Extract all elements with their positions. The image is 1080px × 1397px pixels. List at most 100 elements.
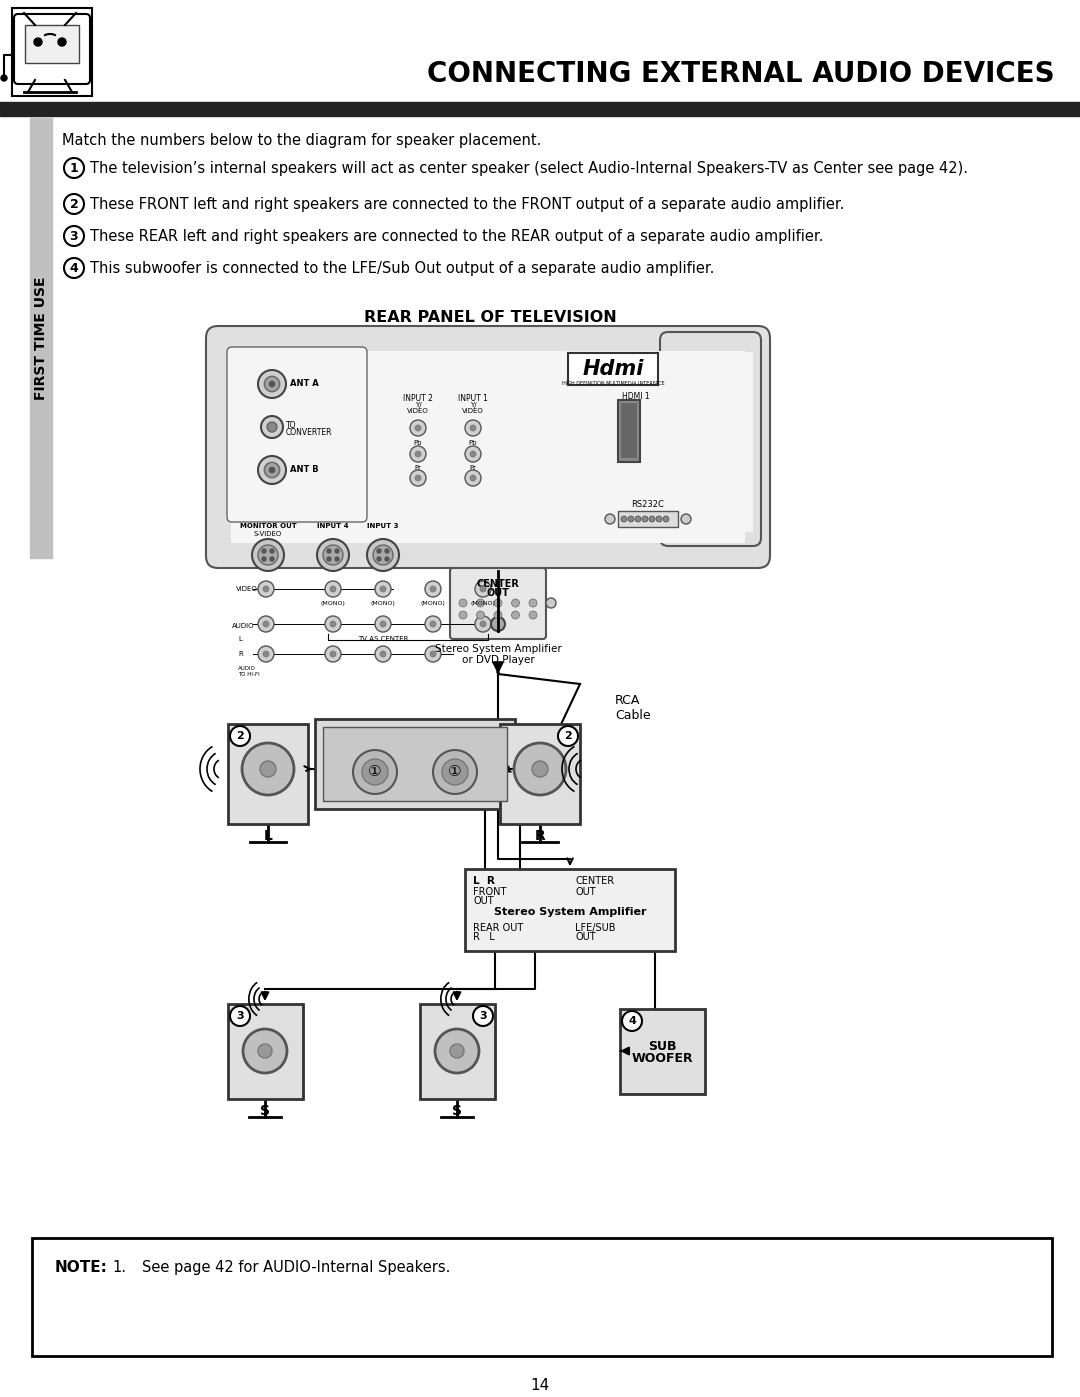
Circle shape	[433, 750, 477, 793]
Circle shape	[435, 1030, 480, 1073]
Text: 3: 3	[480, 1011, 487, 1021]
Circle shape	[325, 581, 341, 597]
Text: CENTER: CENTER	[476, 578, 519, 590]
Text: Pb: Pb	[469, 440, 477, 446]
Text: Hdmi: Hdmi	[582, 359, 644, 379]
Circle shape	[470, 451, 476, 457]
Circle shape	[430, 585, 436, 592]
Circle shape	[430, 651, 436, 657]
Bar	[465, 869, 675, 951]
Text: MONITOR OUT: MONITOR OUT	[240, 522, 296, 529]
Text: AUDIO: AUDIO	[232, 623, 255, 629]
Text: 2: 2	[237, 731, 244, 740]
Circle shape	[532, 761, 548, 777]
Bar	[621, 402, 637, 458]
Text: INPUT 1: INPUT 1	[458, 394, 488, 402]
Text: R: R	[238, 651, 243, 657]
Text: These REAR left and right speakers are connected to the REAR output of a separat: These REAR left and right speakers are c…	[90, 229, 823, 243]
Circle shape	[262, 651, 269, 657]
Text: Match the numbers below to the diagram for speaker placement.: Match the numbers below to the diagram f…	[62, 133, 541, 148]
Text: INPUT 4: INPUT 4	[318, 522, 349, 529]
FancyBboxPatch shape	[660, 332, 761, 546]
Text: REAR OUT: REAR OUT	[473, 923, 523, 933]
Circle shape	[262, 620, 269, 627]
Circle shape	[258, 455, 286, 483]
Circle shape	[258, 370, 286, 398]
Bar	[618, 511, 678, 527]
Circle shape	[33, 38, 42, 46]
Bar	[315, 719, 515, 809]
Circle shape	[377, 557, 381, 562]
Text: Stereo System Amplifier: Stereo System Amplifier	[434, 644, 562, 654]
Bar	[568, 353, 658, 386]
Circle shape	[373, 545, 393, 564]
Text: 3: 3	[70, 229, 79, 243]
Circle shape	[252, 539, 284, 571]
Circle shape	[380, 651, 386, 657]
Text: REAR PANEL OF TELEVISION: REAR PANEL OF TELEVISION	[364, 310, 617, 326]
Circle shape	[380, 585, 386, 592]
Circle shape	[58, 38, 66, 46]
Circle shape	[529, 599, 537, 608]
Bar	[670, 352, 753, 532]
Circle shape	[384, 557, 389, 562]
Circle shape	[265, 376, 280, 391]
Circle shape	[325, 645, 341, 662]
Circle shape	[270, 549, 274, 553]
Bar	[420, 1004, 495, 1099]
Text: See page 42 for AUDIO-Internal Speakers.: See page 42 for AUDIO-Internal Speakers.	[141, 1260, 450, 1275]
Circle shape	[605, 514, 615, 524]
Circle shape	[442, 759, 468, 785]
Bar	[228, 724, 308, 824]
Circle shape	[426, 616, 441, 631]
Circle shape	[494, 599, 502, 608]
Circle shape	[663, 515, 669, 522]
Circle shape	[327, 557, 330, 562]
Text: OUT: OUT	[575, 887, 596, 897]
Text: (MONO): (MONO)	[471, 601, 496, 606]
Text: (MONO): (MONO)	[321, 601, 346, 606]
Circle shape	[269, 381, 274, 387]
Text: L: L	[238, 636, 242, 643]
Text: INPUT 2: INPUT 2	[403, 394, 433, 402]
Text: 3: 3	[237, 1011, 244, 1021]
Circle shape	[465, 446, 481, 462]
Text: CONNECTING EXTERNAL AUDIO DEVICES: CONNECTING EXTERNAL AUDIO DEVICES	[428, 60, 1055, 88]
Circle shape	[642, 515, 648, 522]
Circle shape	[494, 610, 502, 619]
Circle shape	[262, 585, 269, 592]
Circle shape	[335, 557, 339, 562]
Text: or DVD Player: or DVD Player	[461, 655, 535, 665]
Circle shape	[480, 620, 486, 627]
Circle shape	[258, 581, 274, 597]
Circle shape	[529, 610, 537, 619]
Text: Y/: Y/	[470, 402, 476, 408]
Circle shape	[410, 420, 426, 436]
Circle shape	[243, 1030, 287, 1073]
Circle shape	[621, 515, 627, 522]
Text: Stereo System Amplifier: Stereo System Amplifier	[494, 907, 646, 916]
Circle shape	[267, 422, 276, 432]
Text: LFE/SUB: LFE/SUB	[575, 923, 616, 933]
Circle shape	[459, 610, 467, 619]
Circle shape	[1, 75, 6, 81]
Text: OUT: OUT	[575, 932, 596, 942]
Text: These FRONT left and right speakers are connected to the FRONT output of a separ: These FRONT left and right speakers are …	[90, 197, 845, 211]
Circle shape	[415, 451, 421, 457]
Bar	[0, 102, 1080, 116]
Bar	[618, 400, 640, 462]
Circle shape	[261, 416, 283, 439]
Circle shape	[512, 610, 519, 619]
Circle shape	[362, 759, 388, 785]
Bar	[12, 8, 92, 96]
Circle shape	[622, 1011, 642, 1031]
Text: Y/: Y/	[415, 402, 421, 408]
Text: FRONT: FRONT	[473, 887, 507, 897]
Circle shape	[270, 557, 274, 562]
Text: L  R: L R	[473, 876, 495, 886]
Circle shape	[476, 599, 485, 608]
Circle shape	[384, 549, 389, 553]
Circle shape	[415, 425, 421, 432]
FancyBboxPatch shape	[450, 569, 546, 638]
Text: S: S	[453, 1104, 462, 1118]
